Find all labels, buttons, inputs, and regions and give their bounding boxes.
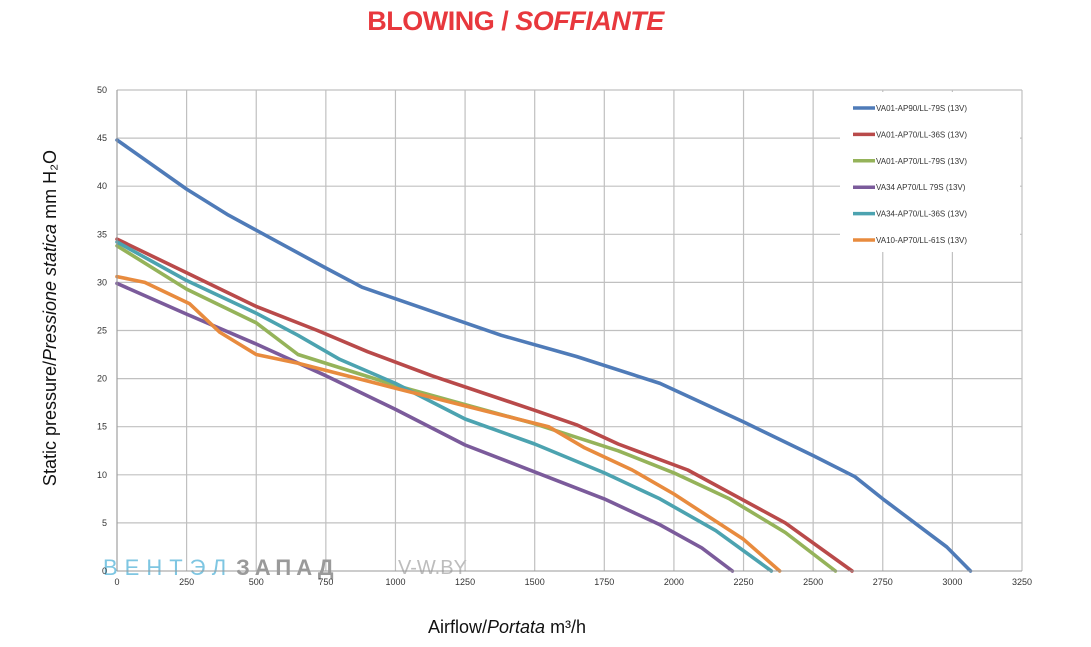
legend-label: VA01-AP70/LL-36S (13V) — [876, 130, 967, 139]
series-lines — [115, 138, 973, 573]
y-tick-label: 5 — [102, 518, 107, 528]
legend-label: VA01-AP70/LL-79S (13V) — [876, 157, 967, 166]
x-tick-label: 2750 — [873, 577, 893, 587]
x-tick-label: 3250 — [1012, 577, 1032, 587]
series-line-2 — [115, 237, 854, 573]
x-tick-label: 2250 — [734, 577, 754, 587]
x-tick-label: 1500 — [525, 577, 545, 587]
x-tick-label: 500 — [249, 577, 264, 587]
x-tick-label: 2000 — [664, 577, 684, 587]
x-tick-label: 750 — [318, 577, 333, 587]
y-tick-label: 10 — [97, 470, 107, 480]
legend-label: VA01-AP90/LL-79S (13V) — [876, 104, 967, 113]
x-tick-label: 1000 — [385, 577, 405, 587]
legend: VA01-AP90/LL-79S (13V) VA01-AP70/LL-36S (… — [840, 92, 1020, 252]
title-italic: SOFFIANTE — [515, 6, 664, 36]
y-tick-label: 20 — [97, 374, 107, 384]
title-separator: / — [501, 6, 509, 36]
y-axis-label: Static pressure/Pressione statica mm H₂O — [40, 150, 60, 486]
series-line-4 — [115, 281, 735, 573]
chart-title: BLOWING / SOFFIANTE — [0, 6, 1031, 37]
x-tick-label: 3000 — [942, 577, 962, 587]
title-main: BLOWING — [367, 6, 495, 36]
x-tick-label: 1750 — [594, 577, 614, 587]
y-tick-label: 45 — [97, 133, 107, 143]
legend-label: VA34-AP70/LL-36S (13V) — [876, 210, 967, 219]
legend-box — [840, 92, 1020, 252]
y-tick-label: 0 — [102, 566, 107, 576]
y-tick-label: 30 — [97, 277, 107, 287]
watermark-text-3: V-W.BY — [398, 557, 467, 579]
x-tick-label: 2500 — [803, 577, 823, 587]
watermark: ВЕНТЭЛ ЗАПАД V-W.BY — [103, 555, 467, 580]
y-tick-label: 50 — [97, 85, 107, 95]
legend-label: VA34 AP70/LL 79S (13V) — [876, 183, 966, 192]
axes: 0 250 500 750 1000 1250 1500 1750 2000 2250 2500 27… — [97, 85, 1032, 587]
series-line-1 — [115, 138, 973, 573]
x-axis-label: Airflow/Portata m³/h — [428, 617, 586, 637]
y-tick-label: 25 — [97, 326, 107, 336]
y-tick-label: 15 — [97, 422, 107, 432]
legend-label: VA10-AP70/LL-61S (13V) — [876, 236, 967, 245]
x-tick-label: 1250 — [455, 577, 475, 587]
y-tick-label: 35 — [97, 229, 107, 239]
series-line-5 — [115, 240, 774, 573]
x-tick-label: 250 — [179, 577, 194, 587]
x-tick-label: 0 — [114, 577, 119, 587]
watermark-text-2: ЗАПАД — [236, 555, 339, 580]
series-line-6 — [115, 274, 782, 573]
watermark-text-1: ВЕНТЭЛ — [103, 555, 233, 580]
y-tick-label: 40 — [97, 181, 107, 191]
